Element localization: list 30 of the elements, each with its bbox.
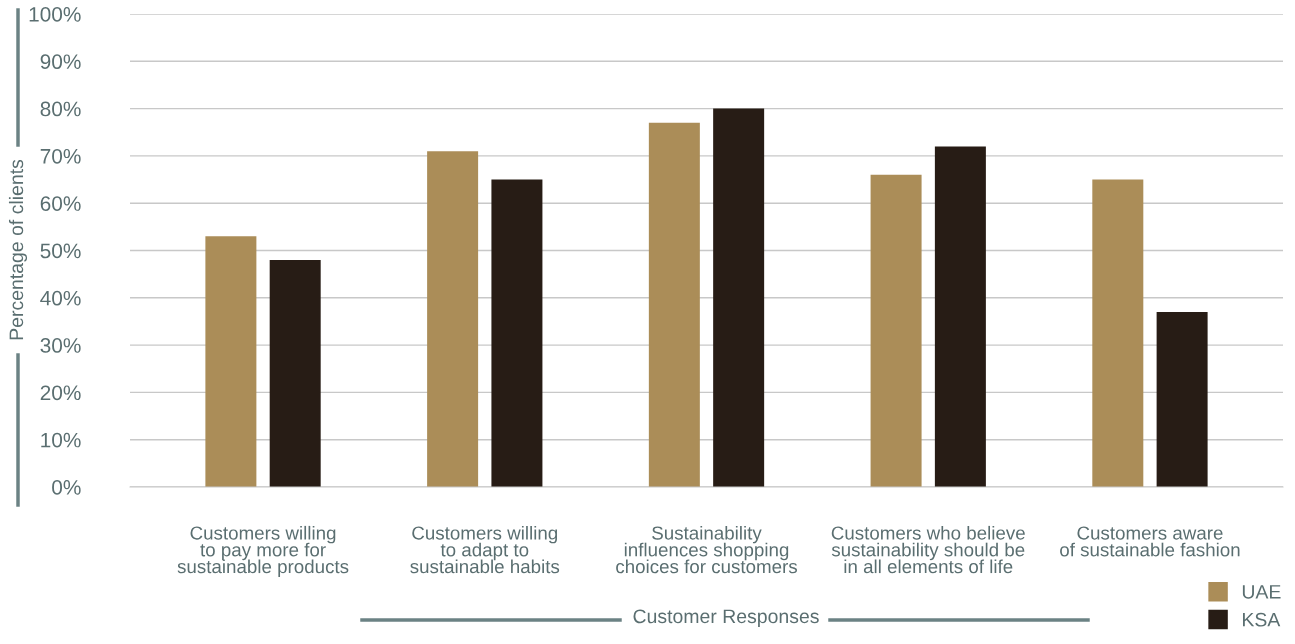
y-tick-label: 40% [40,290,81,306]
bar [269,259,321,487]
bar [427,151,479,487]
bar [1092,179,1144,487]
x-tick-label: Sustainability influences shopping choices for customers [616,525,798,574]
y-tick-label: 0% [52,480,81,495]
x-tick-label: Customers aware of sustainable fashion [1060,526,1240,557]
bar [870,174,922,487]
bar [934,146,986,487]
y-tick-label: 50% [40,243,81,259]
bar [713,108,765,487]
bar [648,122,700,487]
x-axis-title: Customer Responses [633,609,819,628]
y-tick-label: 80% [40,101,81,117]
y-tick-label: 90% [40,54,81,70]
y-tick-label: 70% [40,148,81,164]
bar [491,179,543,487]
y-tick-label: 30% [40,338,81,353]
y-tick-label: 60% [40,196,81,211]
legend-label: UAE [1242,585,1281,599]
x-tick-label: Customers who believe sustainability should be in all elements of life [831,525,1025,574]
legend-label: KSA [1243,612,1281,627]
y-tick-label: 10% [41,432,81,448]
x-tick-label: Customers willing to pay more for sustainable products [177,525,349,577]
bar [205,236,257,487]
x-tick-label: Customers willing to adapt to sustainable habits [410,525,560,574]
y-tick-label: 100% [29,7,81,22]
y-tick-label: 20% [40,385,81,401]
bar [1156,311,1208,487]
y-axis-title: Percentage of clients [8,159,28,340]
